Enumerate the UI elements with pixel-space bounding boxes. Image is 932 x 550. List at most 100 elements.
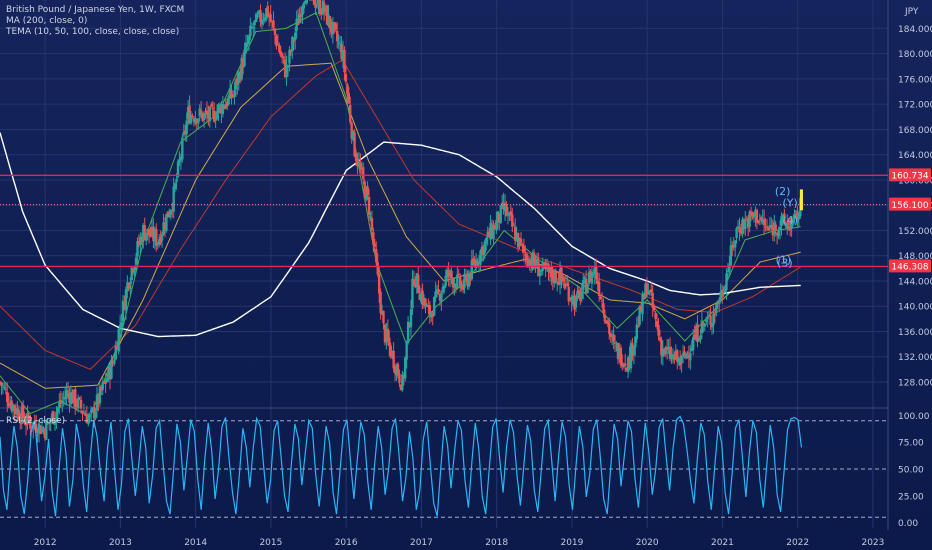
candle-body (608, 322, 611, 334)
candle-body (658, 337, 662, 341)
candle-body (278, 44, 281, 52)
candle-body (401, 374, 404, 391)
candle-body (101, 381, 104, 390)
candle-body (511, 214, 514, 227)
candle-body (560, 267, 563, 280)
candle-body (707, 315, 711, 317)
candle-body (657, 325, 660, 336)
candle-body (207, 112, 210, 119)
candle-body (199, 110, 203, 113)
candle-body (165, 213, 168, 231)
candle-body (147, 228, 151, 236)
candle-body (738, 227, 741, 233)
candle-body (450, 270, 453, 279)
candle-body (534, 262, 537, 268)
candle-body (548, 267, 552, 273)
candle-body (283, 59, 287, 78)
candle-body (676, 350, 679, 362)
candle-body (399, 384, 403, 391)
candle-body (459, 276, 462, 287)
candle-body (272, 20, 275, 28)
wave-annotation: (Y) (783, 196, 798, 209)
rsi-study-label[interactable]: RSI (2, close) (6, 416, 66, 426)
candle-body (783, 213, 786, 224)
candle-body (474, 259, 478, 268)
candle-body (619, 347, 623, 366)
candle-body (286, 65, 290, 68)
candle-body (331, 21, 335, 35)
candle-body (299, 13, 303, 17)
candle-body (380, 311, 384, 315)
candle-body (234, 79, 238, 90)
ma-study-label[interactable]: MA (200, close, 0) (6, 16, 88, 26)
candle-body (635, 324, 638, 340)
candle-body (525, 253, 528, 262)
candle-body (671, 354, 675, 356)
candle-body (188, 105, 191, 124)
candle-body (781, 215, 785, 219)
price-badge-label: 156.100 (891, 201, 928, 211)
rsi-axis-label: 25.00 (898, 492, 924, 502)
candle-body (448, 270, 452, 278)
candle-body (149, 234, 152, 237)
candle-body (201, 112, 204, 121)
candle-body (379, 291, 382, 314)
candle-body (389, 345, 392, 358)
candle-body (198, 108, 201, 117)
candle-body (453, 283, 456, 288)
candle-body (563, 283, 566, 288)
candle-body (473, 262, 476, 266)
candle-body (592, 272, 595, 274)
candle-body (117, 329, 120, 352)
last-candle-highlight (799, 189, 803, 211)
candle-body (689, 352, 692, 361)
candle-body (244, 42, 248, 50)
candle-body (107, 366, 110, 380)
candle-body (722, 293, 725, 295)
candle-body (610, 335, 614, 338)
candle-body (678, 360, 682, 366)
candle-body (186, 106, 190, 120)
candle-body (178, 159, 181, 163)
price-badge (889, 259, 931, 273)
candle-body (58, 402, 61, 408)
candle-body (215, 111, 219, 120)
candle-body (655, 321, 659, 327)
candle-body (554, 270, 557, 283)
candle-body (294, 32, 297, 40)
candle-body (210, 104, 213, 107)
candle-body (571, 295, 575, 305)
candle-body (797, 214, 801, 220)
candle-body (8, 402, 12, 406)
tema-study-label[interactable]: TEMA (10, 50, 100, close, close, close) (6, 27, 180, 37)
candle-body (79, 399, 83, 409)
candle-body (664, 347, 667, 355)
candle-body (660, 339, 663, 356)
candle-body (522, 246, 526, 253)
candle-body (350, 122, 353, 139)
symbol-title[interactable]: British Pound / Japanese Yen, 1W, FXCM (6, 5, 185, 15)
candle-body (454, 284, 458, 289)
candle-body (469, 272, 472, 280)
tema-100-line (0, 59, 801, 371)
candle-body (757, 221, 760, 223)
candle-body (230, 90, 233, 99)
candle-body (680, 355, 683, 364)
candle-body (376, 262, 379, 275)
time-axis-label: 2016 (335, 538, 358, 548)
candle-body (715, 303, 718, 313)
candle-body (476, 261, 479, 265)
candle-body (39, 425, 42, 435)
candle-body (550, 265, 553, 278)
price-axis-label: 132.000 (898, 353, 932, 363)
candle-body (583, 277, 586, 280)
candle-body (100, 386, 103, 392)
candle-body (346, 84, 349, 94)
candle-body (579, 291, 582, 301)
candle-body (325, 5, 329, 25)
candle-body (181, 137, 184, 160)
wave-annotation: (2) (775, 185, 791, 198)
candle-body (493, 225, 497, 230)
candle-body (434, 291, 437, 298)
